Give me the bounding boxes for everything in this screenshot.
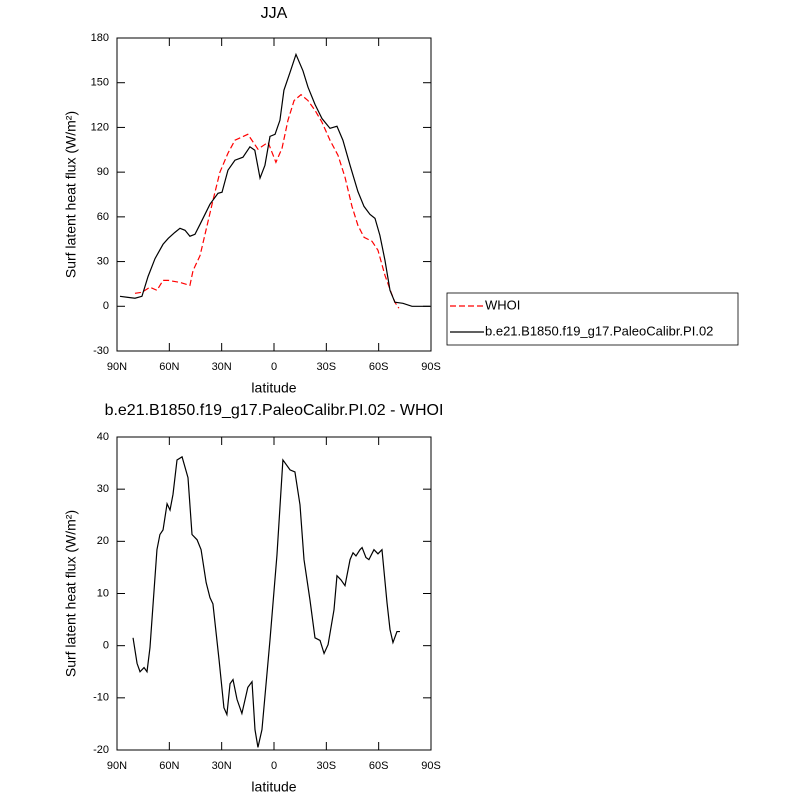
data-line <box>134 93 400 309</box>
y-tick-label: 30 <box>97 483 109 495</box>
y-tick-label: 0 <box>103 640 109 652</box>
x-tick-label: 90S <box>421 760 441 772</box>
x-tick-label: 60S <box>369 361 389 373</box>
x-tick-label: 60N <box>159 361 179 373</box>
x-tick-label: 90S <box>421 361 441 373</box>
y-tick-label: 10 <box>97 587 109 599</box>
chart-title: JJA <box>261 5 288 22</box>
y-tick-label: 120 <box>91 121 109 133</box>
x-tick-label: 90N <box>107 361 127 373</box>
data-line <box>119 52 430 307</box>
y-tick-label: -10 <box>93 692 109 704</box>
x-tick-label: 0 <box>271 760 277 772</box>
legend-box <box>446 292 739 346</box>
plot-frame <box>116 436 432 751</box>
y-tick-label: 150 <box>91 77 109 89</box>
y-tick-label: 90 <box>97 166 109 178</box>
x-tick-label: 0 <box>271 361 277 373</box>
y-tick-label: 30 <box>97 255 109 267</box>
x-tick-label: 30N <box>212 361 232 373</box>
x-tick-label: 30S <box>317 760 337 772</box>
x-axis-label: latitude <box>251 380 296 396</box>
chart-title: b.e21.B1850.f19_g17.PaleoCalibr.PI.02 - … <box>105 402 444 419</box>
legend-label: b.e21.B1850.f19_g17.PaleoCalibr.PI.02 <box>485 323 713 338</box>
x-tick-label: 60N <box>159 760 179 772</box>
plot-frame <box>116 37 432 352</box>
x-axis-label: latitude <box>251 779 296 795</box>
y-tick-label: -20 <box>93 744 109 756</box>
y-tick-label: 40 <box>97 431 109 443</box>
x-tick-label: 30S <box>317 361 337 373</box>
y-tick-label: 20 <box>97 535 109 547</box>
y-tick-label: 60 <box>97 211 109 223</box>
x-tick-label: 30N <box>212 760 232 772</box>
y-tick-label: 180 <box>91 32 109 44</box>
x-tick-label: 90N <box>107 760 127 772</box>
data-line <box>132 455 400 748</box>
legend-label: WHOI <box>485 297 520 312</box>
y-axis-label: Surf latent heat flux (W/m²) <box>63 111 79 278</box>
y-tick-label: -30 <box>93 345 109 357</box>
y-axis-label: Surf latent heat flux (W/m²) <box>63 510 79 677</box>
y-tick-label: 0 <box>103 300 109 312</box>
x-tick-label: 60S <box>369 760 389 772</box>
